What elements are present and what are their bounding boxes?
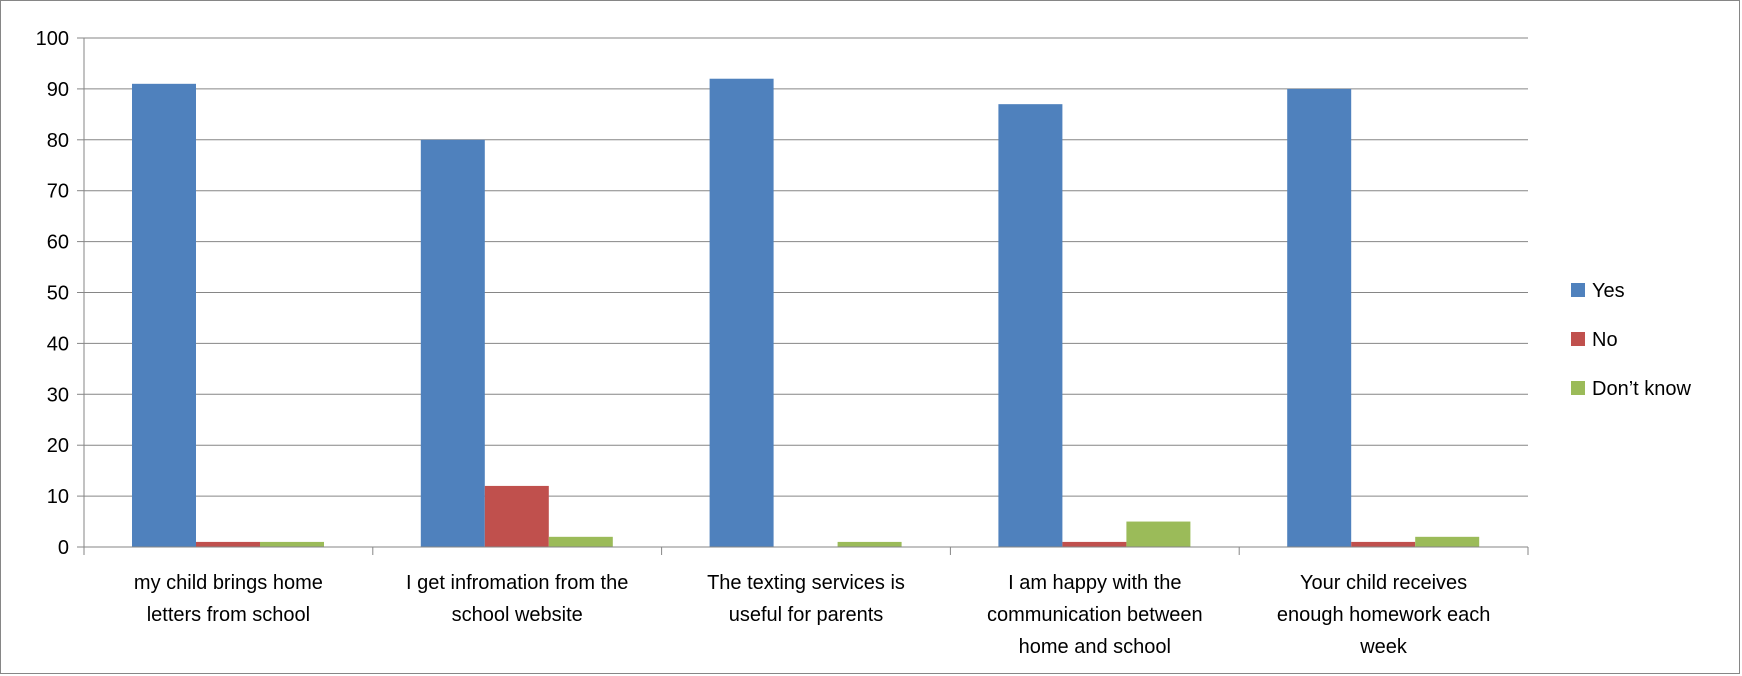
legend: Yes No Don’t know: [1571, 280, 1691, 400]
y-tick-label: 10: [47, 486, 69, 508]
legend-swatch: [1571, 332, 1585, 346]
y-tick-label: 40: [47, 333, 69, 355]
y-tick-label: 80: [47, 130, 69, 152]
category-label: school website: [452, 604, 583, 626]
y-tick-label: 20: [47, 435, 69, 457]
y-tick-label: 60: [47, 232, 69, 254]
category-label: communication between: [987, 604, 1203, 626]
category-label: I get infromation from the: [406, 572, 628, 594]
bar-no: [196, 541, 260, 547]
bar-yes: [420, 139, 485, 548]
bar-don-t-know: [1126, 521, 1191, 547]
y-tick-label: 100: [36, 28, 69, 50]
category-label: I am happy with the: [1008, 572, 1181, 594]
legend-label: Yes: [1592, 280, 1625, 302]
bar-yes: [1287, 88, 1352, 548]
bars: [132, 78, 1480, 548]
bar-no: [1062, 541, 1127, 547]
category-label: week: [1359, 636, 1408, 658]
category-label: Your child receives: [1300, 572, 1467, 594]
bar-yes: [709, 78, 774, 547]
y-tick-labels: 0 10 20 30 40 50 60 70 80 90 100: [36, 28, 69, 559]
bar-yes: [132, 83, 196, 547]
legend-swatch: [1571, 283, 1585, 297]
gridlines: [84, 37, 1528, 497]
category-labels: my child brings home letters from school I…: [134, 572, 1490, 658]
bar-don-t-know: [837, 541, 902, 547]
category-label: The texting services is: [707, 572, 905, 594]
bar-yes: [998, 104, 1063, 548]
legend-label: No: [1592, 329, 1618, 351]
bar-don-t-know: [260, 541, 324, 547]
category-label: my child brings home: [134, 572, 323, 594]
category-label: home and school: [1019, 636, 1171, 658]
legend-swatch: [1571, 381, 1585, 395]
y-tick-label: 70: [47, 181, 69, 203]
y-tick-label: 90: [47, 79, 69, 101]
bar-no: [1351, 541, 1416, 547]
axes: [77, 37, 1529, 555]
bar-don-t-know: [1415, 536, 1480, 547]
bar-don-t-know: [548, 536, 613, 547]
y-tick-label: 50: [47, 283, 69, 305]
y-tick-label: 0: [58, 537, 69, 559]
y-tick-label: 30: [47, 384, 69, 406]
category-label: letters from school: [147, 604, 310, 626]
category-label: useful for parents: [729, 604, 884, 626]
bar-no: [484, 485, 549, 547]
legend-label: Don’t know: [1592, 378, 1691, 400]
category-label: enough homework each: [1277, 604, 1490, 626]
